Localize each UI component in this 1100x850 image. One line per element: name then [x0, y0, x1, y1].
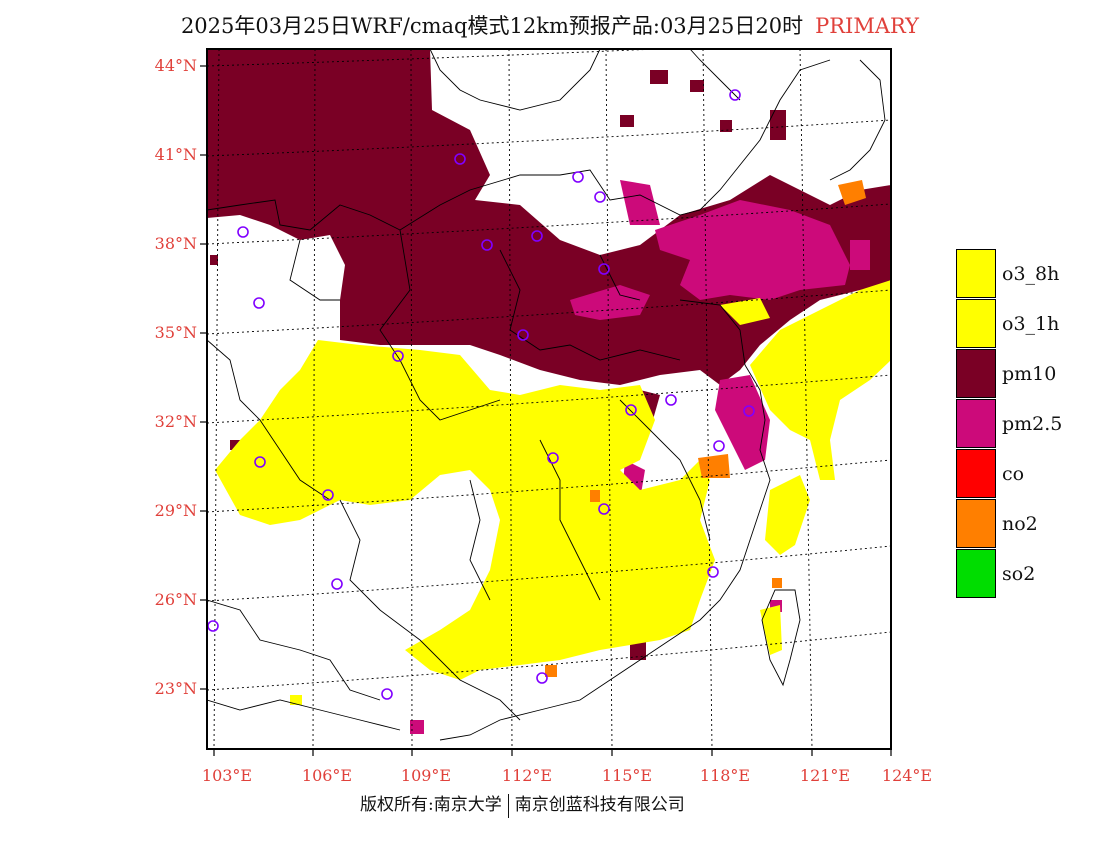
legend-swatch-co [956, 449, 996, 498]
tick-marks [200, 65, 892, 756]
lon-label-103e: 103°E [201, 766, 253, 785]
boundary-lines [207, 49, 886, 741]
legend-label-o3-1h: o3_1h [1002, 313, 1060, 335]
legend-label-o3-8h: o3_8h [1002, 263, 1060, 285]
map-title: 2025年03月25日WRF/cmaq模式12km预报产品:03月25日20时 P… [0, 10, 1100, 40]
lat-label-38n: 38°N [154, 234, 197, 253]
lat-label-44n: 44°N [154, 56, 197, 75]
lon-label-124e: 124°E [881, 766, 933, 785]
legend-swatch-pm10 [956, 349, 996, 398]
legend-swatch-no2 [956, 499, 996, 548]
lon-label-112e: 112°E [501, 766, 553, 785]
legend-label-co: co [1002, 463, 1025, 485]
legend-swatch-o3-8h [956, 249, 996, 298]
lat-label-35n: 35°N [154, 323, 197, 342]
legend-swatch-so2 [956, 549, 996, 598]
legend-label-pm10: pm10 [1002, 363, 1057, 385]
footer-company: 南京创蓝科技有限公司 [514, 795, 685, 815]
ozone-region [215, 280, 891, 705]
lat-label-32n: 32°N [154, 412, 197, 431]
legend-swatch-pm25 [956, 399, 996, 448]
legend-label-no2: no2 [1002, 513, 1038, 535]
graticule [207, 49, 891, 749]
lon-label-121e: 121°E [799, 766, 851, 785]
lon-label-106e: 106°E [301, 766, 353, 785]
pm25-region [410, 180, 870, 734]
legend-label-pm25: pm2.5 [1002, 413, 1063, 435]
footer-separator [507, 793, 509, 818]
legend-swatch-o3-1h [956, 299, 996, 348]
lat-label-23n: 23°N [154, 679, 197, 698]
copyright-footer: 版权所有:南京大学 南京创蓝科技有限公司 [360, 790, 685, 818]
footer-copyright: 版权所有:南京大学 [360, 795, 502, 815]
title-primary-tag: PRIMARY [815, 14, 920, 38]
legend-label-so2: so2 [1002, 563, 1036, 585]
lon-label-115e: 115°E [601, 766, 653, 785]
lon-label-118e: 118°E [699, 766, 751, 785]
lat-label-29n: 29°N [154, 501, 197, 520]
title-text: 2025年03月25日WRF/cmaq模式12km预报产品:03月25日20时 [180, 14, 804, 38]
lat-label-26n: 26°N [154, 590, 197, 609]
map-frame [206, 48, 892, 750]
lon-label-109e: 109°E [400, 766, 452, 785]
no2-region [545, 180, 866, 677]
lat-label-41n: 41°N [154, 145, 197, 164]
